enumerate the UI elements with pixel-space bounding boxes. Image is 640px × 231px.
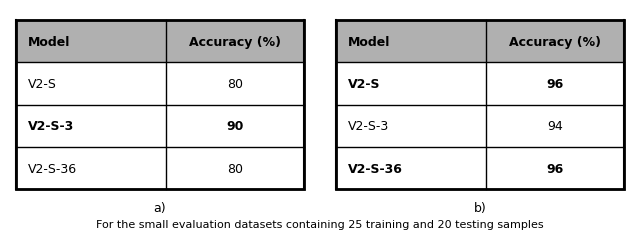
Text: 80: 80 [227,78,243,91]
Text: V2-S-3: V2-S-3 [348,120,389,133]
Text: Model: Model [348,35,390,48]
Text: V2-S-36: V2-S-36 [28,162,77,175]
Text: Accuracy (%): Accuracy (%) [509,35,601,48]
Text: For the small evaluation datasets containing 25 training and 20 testing samples: For the small evaluation datasets contai… [96,219,544,229]
Bar [336,147,624,189]
Text: V2-S: V2-S [28,78,57,91]
Text: V2-S: V2-S [348,78,381,91]
Text: 96: 96 [547,78,563,91]
Text: V2-S-36: V2-S-36 [348,162,403,175]
Bar [16,21,304,63]
Bar [336,105,624,147]
Text: Model: Model [28,35,70,48]
Text: a): a) [154,201,166,214]
Text: 94: 94 [547,120,563,133]
Text: 80: 80 [227,162,243,175]
Text: 96: 96 [547,162,563,175]
Text: Accuracy (%): Accuracy (%) [189,35,281,48]
Text: b): b) [474,201,486,214]
Text: V2-S-3: V2-S-3 [28,120,74,133]
Text: 90: 90 [226,120,244,133]
Bar [16,21,304,189]
Bar [336,21,624,189]
Bar [336,21,624,63]
Bar [336,63,624,105]
Bar [16,147,304,189]
Bar [16,105,304,147]
Bar [16,63,304,105]
